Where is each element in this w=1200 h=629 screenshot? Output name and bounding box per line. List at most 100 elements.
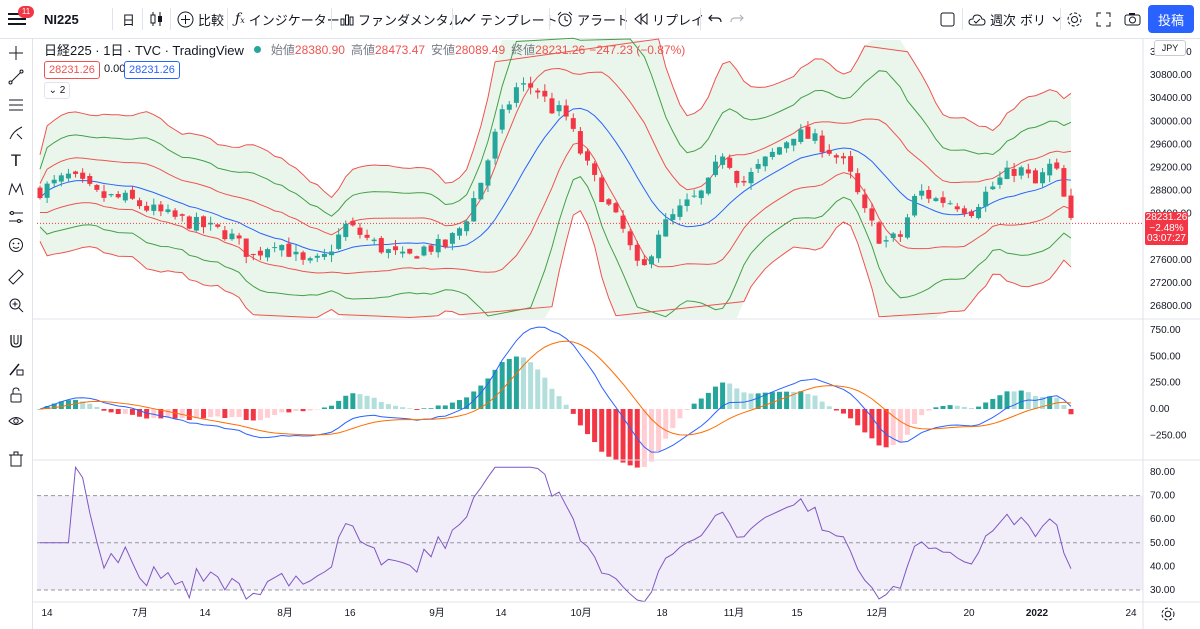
menu-button[interactable]	[8, 0, 26, 38]
lock-tool[interactable]	[6, 385, 26, 405]
macd-histogram-bar	[919, 409, 925, 416]
candle-body	[478, 182, 484, 200]
indicators-button[interactable]: ƒx インジケーター	[235, 0, 340, 38]
time-tick-label: 16	[344, 608, 356, 619]
macd-histogram-bar	[1047, 396, 1053, 409]
settings-button[interactable]	[1066, 0, 1083, 38]
crosshair-icon	[9, 46, 23, 60]
candle-body	[954, 206, 960, 210]
save-layout-button[interactable]: 週次	[968, 0, 1016, 38]
rsi-line	[40, 465, 1072, 603]
publish-button[interactable]: 投稿	[1148, 5, 1194, 33]
chart-type-button[interactable]	[150, 0, 164, 38]
magnet-tool[interactable]	[6, 331, 26, 351]
macd-histogram-bar	[556, 396, 562, 409]
price-pane[interactable]	[37, 37, 1143, 318]
visibility-tool[interactable]	[6, 411, 26, 431]
interval-button[interactable]: 日	[122, 12, 136, 28]
macd-histogram-bar	[755, 393, 761, 409]
signal-line	[39, 340, 1072, 436]
macd-histogram-bar	[762, 392, 768, 409]
undo-button[interactable]	[708, 0, 722, 38]
low-value: 28089.49	[455, 42, 506, 57]
candle-body	[279, 245, 285, 251]
redo-button[interactable]	[730, 0, 744, 38]
macd-histogram-bar	[158, 409, 164, 419]
ruler-icon	[8, 269, 24, 285]
stay-in-drawing-tool[interactable]	[6, 359, 26, 379]
text-tool[interactable]: T	[6, 151, 26, 171]
candle-body	[158, 204, 164, 212]
emoji-tool[interactable]	[6, 235, 26, 255]
candle-body	[1068, 195, 1074, 218]
price-tick-label: 30400.00	[1150, 93, 1192, 104]
macd-histogram-bar	[976, 406, 982, 409]
macd-histogram-bar	[826, 406, 832, 409]
candle-body	[371, 239, 377, 242]
macd-histogram-bar	[94, 406, 100, 409]
replay-button[interactable]: リプレイ	[634, 0, 704, 38]
ruler-tool[interactable]	[6, 267, 26, 287]
macd-histogram-bar	[577, 409, 583, 426]
macd-histogram-bar	[620, 409, 626, 463]
macd-histogram-bar	[307, 409, 313, 411]
last-price: 28231.26	[1145, 212, 1188, 223]
drawing-toolbar: T	[0, 39, 33, 629]
macd-histogram-bar	[954, 405, 960, 409]
indicator-value-1: 28231.26	[44, 61, 100, 79]
macd-histogram-bar	[563, 404, 569, 409]
candle-body	[250, 253, 256, 255]
trendline-tool[interactable]	[6, 67, 26, 87]
snapshot-button[interactable]	[1124, 0, 1141, 38]
macd-histogram-bar	[670, 409, 676, 429]
fullscreen-button[interactable]	[1096, 0, 1111, 38]
pattern-icon	[8, 182, 24, 196]
currency-select[interactable]: JPY	[1154, 40, 1186, 56]
templates-button[interactable]: テンプレート	[460, 0, 558, 38]
macd-histogram-bar	[65, 400, 71, 409]
symbol-search[interactable]: NI225	[44, 11, 79, 27]
candle-body	[314, 255, 320, 258]
macd-histogram-bar	[684, 409, 690, 411]
macd-histogram-bar	[883, 409, 889, 448]
macd-histogram-bar	[613, 409, 619, 460]
template-icon	[460, 13, 476, 25]
macd-histogram-bar	[314, 409, 320, 410]
alerts-button[interactable]: アラート	[557, 0, 629, 38]
legend-title[interactable]: 日経225 · 1日 · TVC · TradingView	[44, 43, 244, 58]
macd-histogram-bar	[265, 409, 271, 418]
candle-body	[549, 98, 555, 114]
macd-histogram-bar	[179, 409, 185, 419]
candle-body	[798, 129, 804, 142]
layout-menu-button[interactable]: ボリ	[1020, 0, 1062, 38]
crosshair-tool[interactable]	[6, 43, 26, 63]
remove-drawings-tool[interactable]	[6, 449, 26, 469]
macd-histogram-bar	[940, 405, 946, 409]
macd-histogram-bar	[73, 399, 79, 409]
macd-pane[interactable]	[37, 326, 1074, 468]
candle-body	[840, 156, 846, 159]
chart-settings-button[interactable]	[1160, 606, 1176, 622]
macd-histogram-bar	[584, 409, 590, 435]
collapse-indicators-button[interactable]: ⌄ 2	[44, 82, 70, 99]
prediction-tool[interactable]	[6, 207, 26, 227]
macd-histogram-bar	[663, 409, 669, 439]
candle-body	[165, 209, 171, 213]
macd-histogram-bar	[705, 392, 711, 409]
macd-histogram-bar	[599, 409, 605, 452]
price-tick-label: 26800.00	[1150, 301, 1192, 312]
macd-histogram-bar	[741, 392, 747, 409]
zoom-tool[interactable]	[6, 295, 26, 315]
compare-button[interactable]: 比較	[177, 0, 224, 38]
candle-body	[577, 131, 583, 154]
candle-body	[833, 155, 839, 158]
fundamentals-button[interactable]: ファンダメンタル	[340, 0, 462, 38]
rsi-pane[interactable]	[37, 465, 1143, 603]
pattern-tool[interactable]	[6, 179, 26, 199]
macd-histogram-bar	[1025, 392, 1031, 409]
fib-tool[interactable]	[6, 95, 26, 115]
brush-tool[interactable]	[6, 123, 26, 143]
redo-icon	[730, 14, 744, 23]
layout-select-button[interactable]	[940, 0, 955, 38]
